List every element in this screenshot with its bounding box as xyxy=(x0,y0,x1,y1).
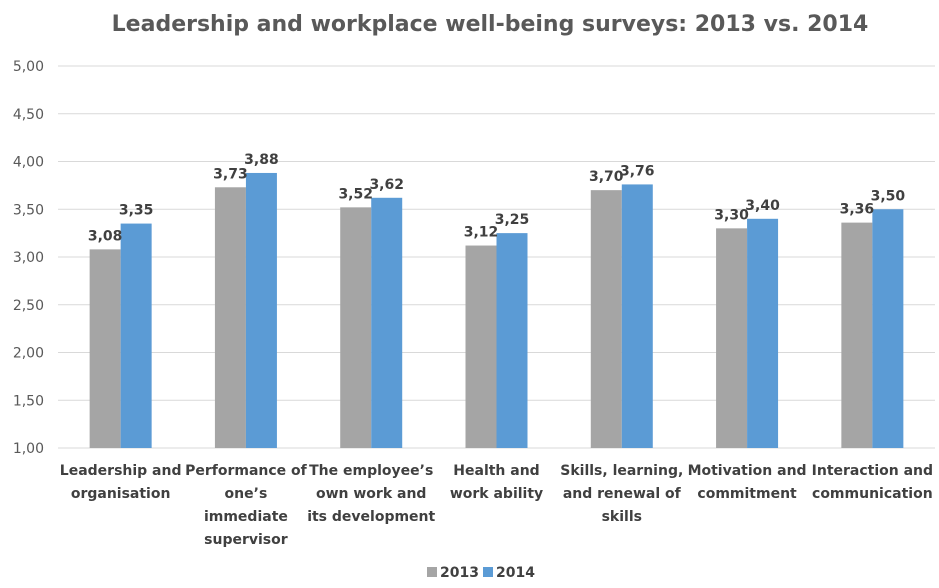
category-label: Performance of xyxy=(185,463,308,479)
data-label: 3,88 xyxy=(244,152,279,168)
bar-2014 xyxy=(245,172,277,448)
data-label: 3,70 xyxy=(589,169,624,185)
bar-2013 xyxy=(465,245,497,448)
bar-2013 xyxy=(716,228,748,448)
category-label: Motivation and xyxy=(688,463,807,479)
data-label: 3,12 xyxy=(464,225,499,241)
bar-2014 xyxy=(872,209,904,448)
category-label: one’s xyxy=(225,486,268,502)
y-tick-label: 3,50 xyxy=(13,202,44,218)
legend-label: 2013 xyxy=(440,565,479,581)
data-label: 3,25 xyxy=(495,212,530,228)
data-labels: 3,08 3,35 3,733,88 3,523,62 3,123,25 3,703,76… xyxy=(88,152,906,244)
data-label: 3,30 xyxy=(714,207,749,223)
y-tick-label: 4,50 xyxy=(13,107,44,123)
data-label: 3,35 xyxy=(119,203,154,219)
category-label: Leadership and xyxy=(60,463,182,479)
y-axis-ticks: 1,00 1,50 2,00 2,50 3,00 3,50 4,00 4,50 5,00 xyxy=(13,59,44,457)
category-label: Health and xyxy=(453,463,539,479)
category-label: supervisor xyxy=(204,532,288,548)
category-label: communication xyxy=(812,486,933,502)
legend-swatch-2014 xyxy=(483,567,493,577)
bar-2013 xyxy=(214,187,246,448)
legend-swatch-2013 xyxy=(427,567,437,577)
category-labels: Leadership and organisation Performance of… xyxy=(60,463,933,548)
bar-2014 xyxy=(120,223,152,448)
category-label: immediate xyxy=(204,509,288,525)
bar-2014 xyxy=(371,197,403,448)
category-label: own work and xyxy=(316,486,426,502)
data-label: 3,08 xyxy=(88,228,123,244)
data-label: 3,40 xyxy=(745,198,780,214)
y-tick-label: 1,50 xyxy=(13,393,44,409)
category-label: Interaction and xyxy=(812,463,933,479)
bars xyxy=(89,172,904,449)
bar-2014 xyxy=(621,184,653,449)
data-label: 3,50 xyxy=(871,188,906,204)
category-label: Skills, learning, xyxy=(560,463,683,479)
y-tick-label: 5,00 xyxy=(13,59,44,75)
y-tick-label: 3,00 xyxy=(13,250,44,266)
y-tick-label: 4,00 xyxy=(13,155,44,171)
category-label: skills xyxy=(602,509,642,525)
data-label: 3,73 xyxy=(213,166,248,182)
y-tick-label: 2,50 xyxy=(13,298,44,314)
category-label: its development xyxy=(307,509,435,525)
y-tick-label: 1,00 xyxy=(13,441,44,457)
bar-2013 xyxy=(590,190,622,448)
y-tick-label: 2,00 xyxy=(13,346,44,362)
category-label: commitment xyxy=(697,486,797,502)
bar-2013 xyxy=(841,222,873,448)
category-label: and renewal of xyxy=(563,486,682,502)
legend-label: 2014 xyxy=(496,565,535,581)
data-label: 3,62 xyxy=(369,177,404,193)
data-label: 3,52 xyxy=(338,186,373,202)
category-label: The employee’s xyxy=(309,463,433,479)
bar-2014 xyxy=(496,233,528,448)
bar-2013 xyxy=(89,249,121,448)
data-label: 3,36 xyxy=(840,202,875,218)
data-label: 3,76 xyxy=(620,163,655,179)
category-label: organisation xyxy=(71,486,171,502)
legend: 2013 2014 xyxy=(427,565,535,581)
bar-2013 xyxy=(340,207,372,448)
category-label: work ability xyxy=(450,486,543,502)
chart-title: Leadership and workplace well-being surv… xyxy=(112,12,869,37)
bar-2014 xyxy=(747,218,779,448)
